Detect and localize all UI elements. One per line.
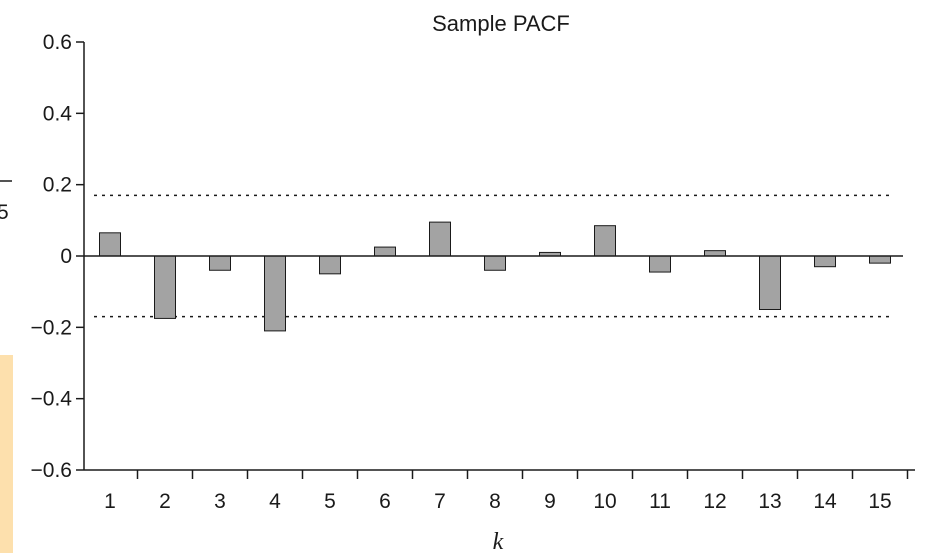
confidence-bounds — [94, 194, 893, 318]
y-tick-label: 0.2 — [43, 174, 72, 197]
x-tick-label: 2 — [159, 490, 171, 513]
x-axis-label: k — [493, 529, 504, 553]
x-tick-label: 1 — [104, 490, 116, 513]
bars-group — [99, 221, 891, 332]
y-ticks-group: 0.6 0.4 0.2 0 −0.2 −0.4 −0.6 — [31, 31, 84, 482]
axes-group — [83, 42, 915, 471]
bar-1 — [99, 232, 121, 257]
bar-15 — [869, 255, 891, 264]
x-tick-label: 10 — [593, 490, 616, 513]
x-tick-label: 4 — [269, 490, 281, 513]
x-tick-label: 8 — [489, 490, 501, 513]
y-tick-label: −0.6 — [31, 459, 72, 482]
ylabel-fragment: 5 — [0, 201, 9, 224]
bar-4 — [264, 255, 286, 332]
bar-6 — [374, 246, 396, 257]
x-tick-label: 3 — [214, 490, 226, 513]
x-tick-label: 9 — [544, 490, 556, 513]
x-tick-label: 6 — [379, 490, 391, 513]
side-color-strip — [0, 355, 13, 553]
bar-2 — [154, 255, 176, 319]
y-tick-label: 0.6 — [43, 31, 72, 54]
bar-10 — [594, 225, 616, 257]
bar-3 — [209, 255, 231, 271]
chart-title: Sample PACF — [432, 11, 570, 36]
bar-5 — [319, 255, 341, 275]
y-tick-label: 0.4 — [43, 102, 73, 125]
bar-8 — [484, 255, 506, 271]
x-ticks-group: 1 2 3 4 5 6 7 8 9 10 11 12 13 14 15 — [104, 470, 909, 513]
bar-14 — [814, 255, 836, 268]
y-tick-label: 0 — [60, 245, 72, 268]
x-tick-label: 5 — [324, 490, 336, 513]
x-tick-label: 12 — [703, 490, 726, 513]
y-tick-label: −0.4 — [31, 388, 73, 411]
x-tick-label: 7 — [434, 490, 446, 513]
x-tick-label: 13 — [758, 490, 781, 513]
x-tick-label: 11 — [649, 490, 671, 513]
x-tick-label: 15 — [868, 490, 891, 513]
bar-7 — [429, 221, 451, 257]
x-tick-label: 14 — [813, 490, 837, 513]
bar-13 — [759, 255, 781, 310]
y-tick-label: −0.2 — [31, 316, 72, 339]
bar-12 — [704, 250, 726, 257]
bar-11 — [649, 255, 671, 273]
